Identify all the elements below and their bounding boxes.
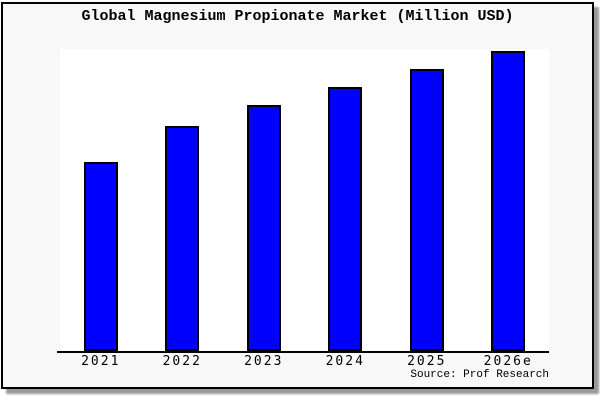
bar-2022: [165, 126, 200, 351]
x-tick-2022: 2022: [162, 354, 202, 369]
bar-slot-2024: [305, 49, 387, 351]
chart-frame: Global Magnesium Propionate Market (Mill…: [1, 2, 594, 389]
x-tick-2025: 2025: [407, 354, 447, 369]
x-tick-2021: 2021: [81, 354, 121, 369]
bar-slot-2023: [223, 49, 305, 351]
bar-slot-2025: [386, 49, 468, 351]
bar-slot-2022: [142, 49, 224, 351]
x-tick-2026e: 2026e: [483, 354, 533, 369]
x-tick-2023: 2023: [244, 354, 284, 369]
plot-area: [57, 49, 550, 353]
bar-2026e: [491, 51, 526, 351]
bar-slot-2026e: [468, 49, 550, 351]
x-tick-2024: 2024: [325, 354, 365, 369]
bar-2024: [328, 87, 363, 351]
chart-title: Global Magnesium Propionate Market (Mill…: [81, 8, 514, 25]
bar-2025: [409, 69, 444, 351]
bar-2023: [246, 105, 281, 351]
bar-2021: [83, 162, 118, 351]
source-credit: Source: Prof Research: [410, 369, 549, 381]
x-axis-labels: 2021 2022 2023 2024 2025 2026e: [60, 354, 549, 369]
bar-slot-2021: [60, 49, 142, 351]
